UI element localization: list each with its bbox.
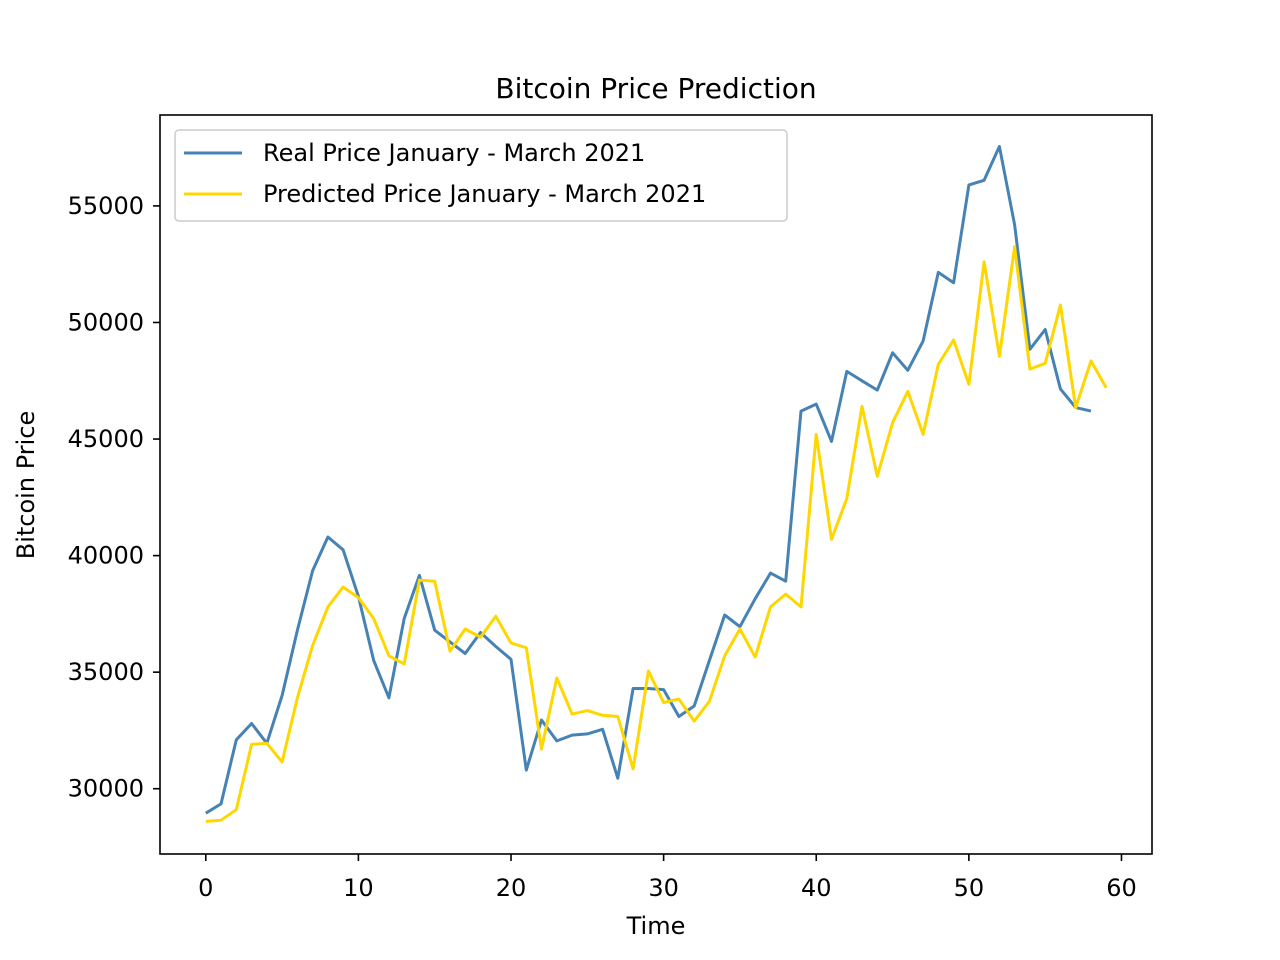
x-tick-label: 50 (954, 874, 985, 902)
x-tick-label: 40 (801, 874, 832, 902)
legend-box (174, 129, 788, 222)
x-tick-label: 60 (1106, 874, 1137, 902)
series-layer (205, 145, 1108, 823)
y-tick-label: 45000 (68, 425, 144, 453)
y-tick-label: 30000 (68, 775, 144, 803)
x-tick-label: 20 (496, 874, 527, 902)
legend: Real Price January - March 2021 Predicte… (174, 129, 788, 222)
chart-title: Bitcoin Price Prediction (495, 72, 816, 105)
x-tick-label: 30 (648, 874, 679, 902)
y-tick-label: 35000 (68, 658, 144, 686)
plot-frame (159, 114, 1153, 855)
series-line-real-price (205, 145, 1092, 815)
x-tick-label: 10 (343, 874, 374, 902)
y-axis: 30000 35000 40000 45000 50000 55000 (68, 192, 160, 803)
y-axis-label: Bitcoin Price (12, 411, 40, 559)
x-tick-label: 0 (198, 874, 213, 902)
legend-label-predicted-price: Predicted Price January - March 2021 (263, 180, 706, 208)
y-tick-label: 40000 (68, 542, 144, 570)
y-tick-label: 50000 (68, 308, 144, 336)
legend-label-real-price: Real Price January - March 2021 (263, 139, 645, 167)
y-tick-label: 55000 (68, 192, 144, 220)
series-line-predicted-price (205, 245, 1108, 823)
x-axis: 0 10 20 30 40 50 60 (198, 854, 1137, 902)
x-axis-label: Time (626, 912, 686, 940)
